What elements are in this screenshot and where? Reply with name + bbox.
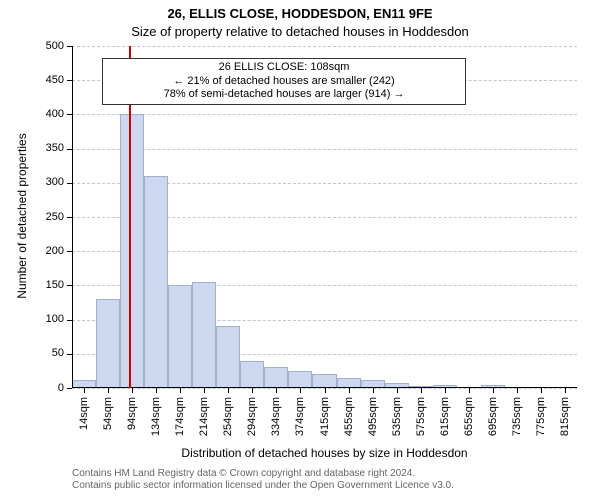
x-tick-mark [84, 388, 85, 393]
x-tick-mark [541, 388, 542, 393]
chart-title-line1: 26, ELLIS CLOSE, HODDESDON, EN11 9FE [0, 6, 600, 21]
histogram-bar [240, 361, 264, 388]
x-tick-label: 134sqm [150, 397, 162, 457]
y-tick-label: 450 [24, 74, 64, 86]
histogram-bar [216, 326, 240, 388]
x-tick-mark [180, 388, 181, 393]
info-box-line1: 26 ELLIS CLOSE: 108sqm [107, 61, 461, 75]
y-axis-line [72, 46, 73, 388]
histogram-bar [168, 285, 192, 388]
grid-line [72, 46, 577, 47]
x-tick-label: 535sqm [391, 397, 403, 457]
y-tick-mark [67, 388, 72, 389]
chart-title-line2: Size of property relative to detached ho… [0, 24, 600, 39]
x-tick-label: 54sqm [102, 397, 114, 457]
x-tick-mark [349, 388, 350, 393]
footer-line2: Contains public sector information licen… [72, 480, 454, 491]
x-tick-mark [565, 388, 566, 393]
y-tick-label: 0 [24, 382, 64, 394]
histogram-bar [96, 299, 120, 388]
y-tick-label: 250 [24, 211, 64, 223]
x-tick-label: 775sqm [535, 397, 547, 457]
x-tick-mark [469, 388, 470, 393]
x-tick-label: 174sqm [174, 397, 186, 457]
y-tick-label: 50 [24, 347, 64, 359]
y-tick-label: 300 [24, 176, 64, 188]
x-tick-label: 575sqm [415, 397, 427, 457]
x-tick-mark [325, 388, 326, 393]
x-tick-mark [493, 388, 494, 393]
x-tick-mark [156, 388, 157, 393]
info-box: 26 ELLIS CLOSE: 108sqm← 21% of detached … [102, 58, 466, 105]
x-tick-label: 655sqm [463, 397, 475, 457]
x-tick-mark [252, 388, 253, 393]
x-tick-label: 455sqm [343, 397, 355, 457]
x-tick-label: 254sqm [222, 397, 234, 457]
histogram-bar [288, 371, 312, 388]
x-tick-label: 815sqm [559, 397, 571, 457]
x-tick-mark [445, 388, 446, 393]
histogram-bar [192, 282, 216, 388]
x-tick-mark [517, 388, 518, 393]
footer-line1: Contains HM Land Registry data © Crown c… [72, 468, 415, 479]
histogram-bar [144, 176, 168, 388]
chart-container: 26, ELLIS CLOSE, HODDESDON, EN11 9FE Siz… [0, 0, 600, 500]
y-tick-label: 500 [24, 40, 64, 52]
x-tick-mark [132, 388, 133, 393]
x-tick-label: 695sqm [487, 397, 499, 457]
x-tick-label: 735sqm [511, 397, 523, 457]
y-tick-label: 150 [24, 279, 64, 291]
y-tick-label: 100 [24, 313, 64, 325]
x-tick-label: 294sqm [246, 397, 258, 457]
info-box-line3: 78% of semi-detached houses are larger (… [107, 88, 461, 102]
histogram-bar [264, 367, 288, 388]
y-tick-label: 350 [24, 142, 64, 154]
x-tick-label: 495sqm [367, 397, 379, 457]
info-box-line2: ← 21% of detached houses are smaller (24… [107, 75, 461, 89]
y-tick-label: 200 [24, 245, 64, 257]
x-tick-label: 214sqm [198, 397, 210, 457]
x-axis-line [72, 387, 577, 388]
grid-line [72, 149, 577, 150]
x-tick-mark [204, 388, 205, 393]
x-tick-label: 334sqm [270, 397, 282, 457]
x-tick-mark [228, 388, 229, 393]
y-tick-label: 400 [24, 108, 64, 120]
grid-line [72, 114, 577, 115]
x-tick-label: 14sqm [78, 397, 90, 457]
x-tick-mark [276, 388, 277, 393]
x-tick-label: 374sqm [294, 397, 306, 457]
x-tick-mark [300, 388, 301, 393]
plot-area: 26 ELLIS CLOSE: 108sqm← 21% of detached … [72, 46, 577, 388]
histogram-bar [120, 114, 144, 388]
x-tick-mark [373, 388, 374, 393]
x-tick-mark [108, 388, 109, 393]
histogram-bar [312, 374, 336, 388]
x-tick-label: 415sqm [319, 397, 331, 457]
x-tick-label: 94sqm [126, 397, 138, 457]
x-tick-mark [397, 388, 398, 393]
x-tick-label: 615sqm [439, 397, 451, 457]
x-tick-mark [421, 388, 422, 393]
